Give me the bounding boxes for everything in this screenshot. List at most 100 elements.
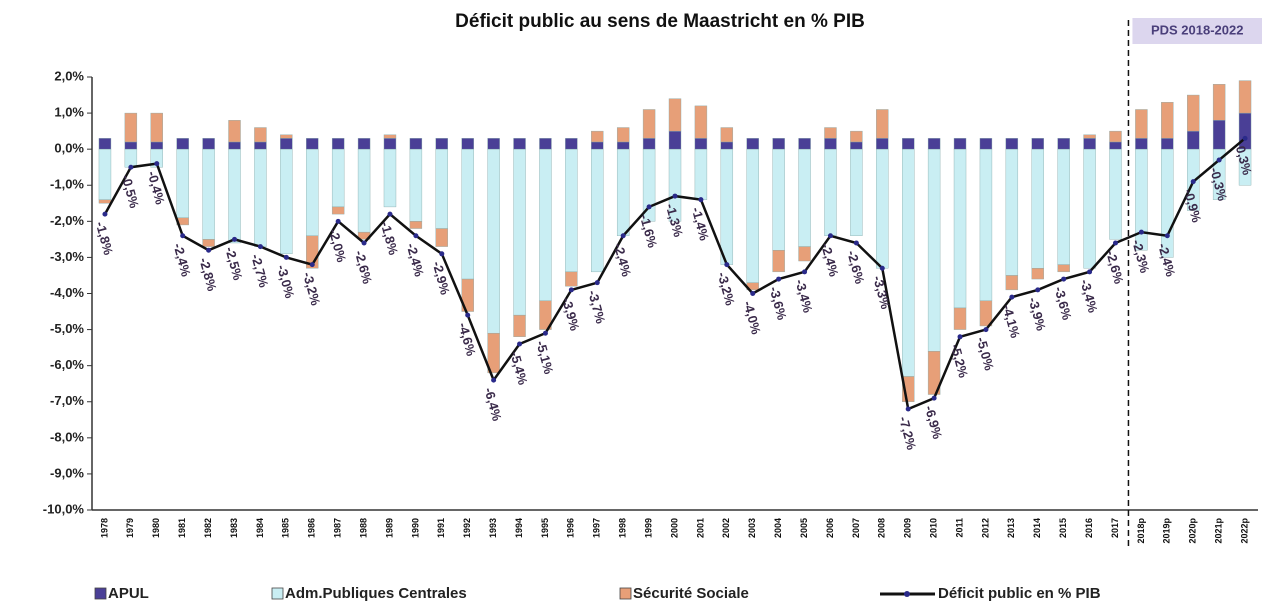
bar-segment (850, 141, 863, 150)
bar-segment (1135, 138, 1148, 150)
bar-segment (383, 134, 397, 139)
y-tick-label: -7,0% (50, 393, 84, 408)
line-marker (128, 164, 134, 170)
data-label: -2,7% (248, 252, 271, 289)
bar-segment (461, 278, 474, 312)
line-marker (465, 312, 471, 318)
line-marker (646, 204, 652, 210)
bar-segment (1005, 148, 1019, 276)
bar-segment (1187, 94, 1200, 132)
x-tick-label: 2015 (1058, 518, 1068, 538)
bar-segment (772, 148, 785, 251)
bar-segment (616, 148, 630, 236)
x-tick-label: 1982 (203, 518, 213, 538)
bar-segment (383, 148, 397, 208)
annotation: PDS 2018-2022 (1151, 22, 1244, 37)
data-label: -2,5% (222, 245, 245, 282)
line-marker (102, 211, 108, 217)
line-marker (491, 377, 497, 383)
x-tick-label: 2010 (928, 518, 938, 538)
bar-segment (1212, 84, 1226, 121)
data-label: -4,0% (741, 299, 764, 336)
x-tick-label: 1994 (514, 518, 524, 538)
bar-segment (798, 148, 811, 247)
bar-segment (798, 138, 811, 150)
data-label: -3,4% (792, 278, 815, 315)
data-label: -3,7% (585, 288, 608, 325)
y-tick-label: -6,0% (50, 357, 84, 372)
bar-segment (228, 141, 241, 150)
bar-segment (591, 148, 604, 273)
y-tick-label: -10,0% (43, 501, 85, 516)
x-tick-label: 1979 (125, 518, 135, 538)
line-marker (957, 334, 963, 340)
x-tick-label: 1998 (618, 518, 628, 538)
x-tick-label: 2022p (1239, 518, 1249, 544)
data-label: -1,8% (378, 220, 401, 257)
bar-segment (280, 138, 293, 150)
line-marker (620, 233, 626, 239)
bar-segment (1005, 275, 1019, 291)
data-label: -0,4% (145, 169, 168, 206)
bar-segment (228, 120, 241, 143)
bar-segment (331, 148, 345, 208)
data-label: -3,2% (300, 270, 323, 307)
bar-segment (668, 148, 682, 222)
data-label: -2,9% (430, 260, 453, 297)
bar-segment (254, 127, 267, 143)
bar-segment (487, 148, 500, 334)
bar-segment (98, 138, 112, 150)
line-marker (413, 233, 419, 239)
data-label: -4,1% (1000, 303, 1023, 340)
bar-segment (927, 351, 941, 395)
bar-segment (539, 138, 552, 150)
line-marker (206, 247, 212, 253)
data-label: -5,4% (507, 350, 530, 387)
bar-segment (98, 148, 112, 200)
line-marker (672, 193, 678, 199)
line-marker (1009, 294, 1015, 300)
bar-segment (124, 112, 138, 143)
x-tick-label: 2002 (721, 518, 731, 538)
data-label: -2,6% (844, 249, 867, 286)
bar-segment (720, 141, 734, 150)
x-tick-label: 2017 (1110, 518, 1120, 538)
bar-segment (1109, 148, 1122, 240)
y-tick-label: 2,0% (54, 68, 84, 83)
data-label: -5,1% (533, 339, 556, 376)
data-label: -3,3% (870, 274, 893, 311)
legend-label: APUL (108, 585, 149, 602)
bar-segment (254, 148, 267, 247)
x-tick-label: 2001 (695, 518, 705, 538)
line-marker (335, 218, 341, 224)
x-tick-label: 2004 (773, 518, 783, 538)
bar-segment (1135, 109, 1148, 139)
line-marker (1242, 135, 1248, 141)
line-marker (232, 236, 238, 242)
bar-segment (953, 307, 967, 330)
bar-segment (409, 138, 423, 150)
data-label: -4,6% (455, 321, 478, 358)
bar-segment (1109, 141, 1122, 150)
line-marker (750, 291, 756, 296)
bar-segment (850, 148, 863, 236)
bar-segment (176, 138, 189, 150)
bar-segment (461, 148, 474, 280)
bar-segment (306, 148, 319, 236)
y-tick-label: -3,0% (50, 249, 84, 264)
line-marker (1061, 276, 1067, 282)
bar-segment (850, 130, 863, 143)
line-marker (542, 330, 548, 336)
bar-segment (824, 127, 837, 139)
bar-segment (124, 148, 138, 168)
bar-segment (694, 138, 708, 150)
y-tick-label: -8,0% (50, 429, 84, 444)
data-label: -2,4% (404, 242, 427, 279)
bar-segment (254, 141, 267, 150)
line-marker (361, 240, 367, 246)
bar-segment (1031, 148, 1044, 269)
bar-segment (202, 239, 215, 247)
legend-key (271, 587, 284, 600)
bar-segment (927, 138, 941, 150)
